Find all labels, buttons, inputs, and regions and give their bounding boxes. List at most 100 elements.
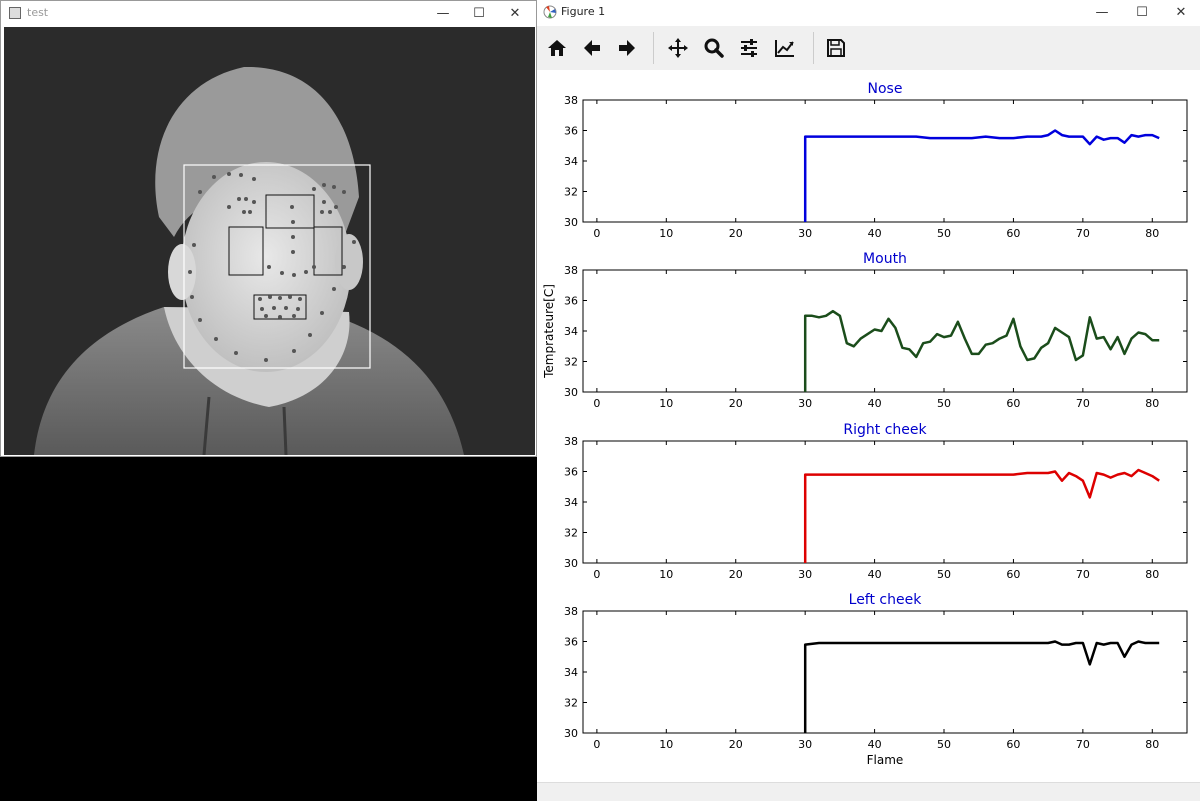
x-tick-label: 50 bbox=[937, 738, 951, 751]
x-tick-label: 70 bbox=[1076, 738, 1090, 751]
x-tick-label: 20 bbox=[729, 568, 743, 581]
y-tick-label: 30 bbox=[564, 727, 578, 740]
back-icon[interactable] bbox=[578, 34, 606, 62]
y-tick-label: 34 bbox=[564, 325, 578, 338]
y-tick-label: 34 bbox=[564, 666, 578, 679]
y-tick-label: 32 bbox=[564, 186, 578, 199]
x-tick-label: 70 bbox=[1076, 397, 1090, 410]
edit-axis-icon[interactable] bbox=[771, 34, 799, 62]
y-tick-label: 34 bbox=[564, 496, 578, 509]
charts-svg: Nose 0 10 20 30 40 50 60 70 80 30 32 34 36 38 Mouth 0 10 2… bbox=[542, 81, 1188, 767]
close-button[interactable]: ✕ bbox=[509, 5, 521, 21]
forward-icon[interactable] bbox=[613, 34, 641, 62]
y-tick-label: 30 bbox=[564, 386, 578, 399]
x-tick-label: 0 bbox=[593, 738, 600, 751]
test-titlebar[interactable]: test — ☐ ✕ bbox=[1, 1, 536, 25]
y-tick-label: 30 bbox=[564, 216, 578, 229]
facial-landmarks bbox=[188, 172, 356, 362]
figure-window: Figure 1 — ☐ ✕ Nose 0 10 20 bbox=[537, 0, 1200, 801]
x-tick-label: 10 bbox=[659, 738, 673, 751]
plot-frame bbox=[582, 440, 1188, 564]
status-bar bbox=[537, 782, 1200, 801]
plot-frame bbox=[582, 610, 1188, 734]
y-tick-label: 36 bbox=[564, 295, 578, 308]
x-tick-label: 50 bbox=[937, 397, 951, 410]
roi-right-cheek-box bbox=[228, 226, 264, 276]
zoom-icon[interactable] bbox=[700, 34, 728, 62]
configure-icon[interactable] bbox=[735, 34, 763, 62]
x-tick-label: 30 bbox=[798, 397, 812, 410]
x-tick-label: 80 bbox=[1145, 397, 1159, 410]
x-tick-label: 50 bbox=[937, 227, 951, 240]
toolbar-separator bbox=[653, 32, 654, 64]
x-tick-label: 20 bbox=[729, 227, 743, 240]
x-tick-label: 80 bbox=[1145, 738, 1159, 751]
x-tick-label: 20 bbox=[729, 738, 743, 751]
home-icon[interactable] bbox=[543, 34, 571, 62]
x-tick-label: 40 bbox=[868, 738, 882, 751]
y-tick-label: 34 bbox=[564, 155, 578, 168]
chart-title: Left cheek bbox=[849, 592, 923, 608]
x-tick-label: 30 bbox=[798, 568, 812, 581]
y-tick-label: 38 bbox=[564, 264, 578, 277]
chart-title: Right cheek bbox=[843, 422, 927, 438]
x-tick-label: 10 bbox=[659, 397, 673, 410]
thermal-image bbox=[4, 27, 535, 456]
close-button[interactable]: ✕ bbox=[1175, 4, 1187, 20]
pan-icon[interactable] bbox=[664, 34, 692, 62]
y-tick-label: 32 bbox=[564, 697, 578, 710]
series-line bbox=[803, 129, 1160, 222]
y-tick-label: 36 bbox=[564, 125, 578, 138]
window-title: Figure 1 bbox=[561, 5, 606, 18]
y-tick-label: 30 bbox=[564, 557, 578, 570]
minimize-button[interactable]: — bbox=[1095, 4, 1109, 20]
y-tick-label: 38 bbox=[564, 605, 578, 618]
plot-frame bbox=[582, 269, 1188, 393]
thermal-camera-view bbox=[4, 27, 535, 456]
y-tick-label: 32 bbox=[564, 527, 578, 540]
test-window: test — ☐ ✕ bbox=[0, 0, 537, 457]
x-tick-label: 60 bbox=[1006, 227, 1020, 240]
plot-frame bbox=[582, 99, 1188, 223]
face-detection-box bbox=[183, 164, 371, 369]
figure-titlebar[interactable]: Figure 1 — ☐ ✕ bbox=[537, 0, 1200, 24]
x-tick-label: 50 bbox=[937, 568, 951, 581]
x-tick-label: 40 bbox=[868, 397, 882, 410]
x-tick-label: 70 bbox=[1076, 227, 1090, 240]
figure-canvas[interactable]: Nose 0 10 20 30 40 50 60 70 80 30 32 34 36 38 Mouth 0 10 2… bbox=[537, 70, 1200, 782]
y-tick-label: 36 bbox=[564, 636, 578, 649]
face bbox=[181, 162, 351, 372]
x-axis-label: Flame bbox=[867, 753, 904, 767]
y-tick-label: 38 bbox=[564, 435, 578, 448]
minimize-button[interactable]: — bbox=[436, 5, 450, 21]
roi-left-cheek-box bbox=[313, 226, 343, 276]
x-tick-label: 80 bbox=[1145, 568, 1159, 581]
y-tick-label: 36 bbox=[564, 466, 578, 479]
x-tick-label: 60 bbox=[1006, 738, 1020, 751]
x-tick-label: 80 bbox=[1145, 227, 1159, 240]
navigation-toolbar bbox=[537, 26, 1200, 71]
x-tick-label: 60 bbox=[1006, 568, 1020, 581]
x-tick-label: 40 bbox=[868, 568, 882, 581]
y-tick-label: 38 bbox=[564, 94, 578, 107]
app-icon bbox=[9, 7, 21, 19]
y-tick-label: 32 bbox=[564, 356, 578, 369]
window-title: test bbox=[27, 6, 49, 19]
x-tick-label: 40 bbox=[868, 227, 882, 240]
save-icon[interactable] bbox=[822, 34, 850, 62]
x-tick-label: 60 bbox=[1006, 397, 1020, 410]
x-tick-label: 30 bbox=[798, 738, 812, 751]
x-tick-label: 10 bbox=[659, 227, 673, 240]
x-tick-label: 0 bbox=[593, 227, 600, 240]
series-line bbox=[803, 640, 1160, 733]
series-line bbox=[803, 309, 1160, 392]
toolbar-separator bbox=[813, 32, 814, 64]
x-tick-label: 0 bbox=[593, 397, 600, 410]
maximize-button[interactable]: ☐ bbox=[473, 5, 485, 21]
y-axis-label: Temprateure[C] bbox=[542, 284, 556, 379]
x-tick-label: 70 bbox=[1076, 568, 1090, 581]
maximize-button[interactable]: ☐ bbox=[1136, 4, 1148, 20]
chart-title: Mouth bbox=[863, 251, 907, 267]
roi-forehead-box bbox=[265, 194, 315, 229]
x-tick-label: 10 bbox=[659, 568, 673, 581]
